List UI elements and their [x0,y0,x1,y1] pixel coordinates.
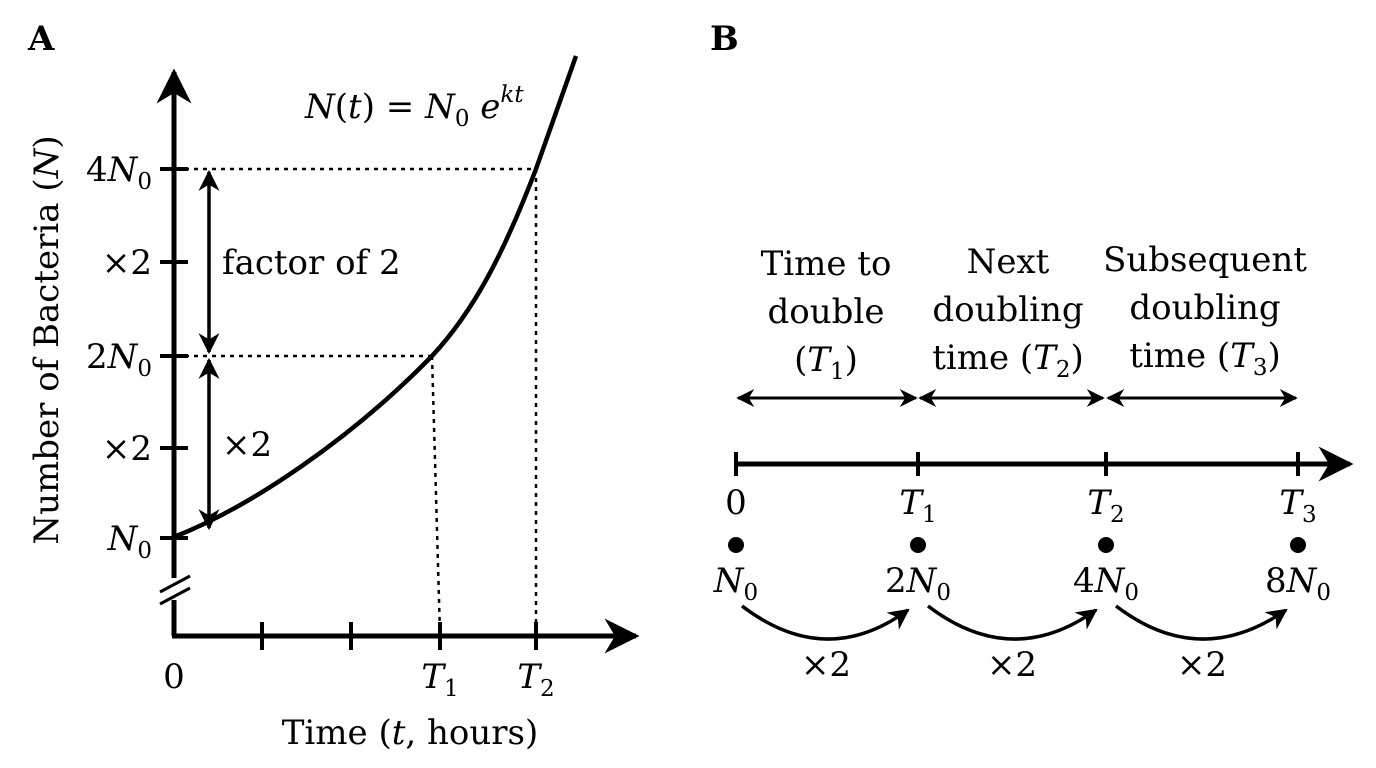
population-label-8n0: 8N0 [1265,561,1331,606]
population-label-2n0: 2N0 [885,561,951,606]
y-ticks [160,167,188,540]
multiplier-arrow-3 [1114,604,1288,641]
x-label-origin: 0 [163,657,185,697]
interval-heading-1: Time to double (T1) [761,244,892,385]
multiplier-label-3: ×2 [1177,645,1227,685]
population-dot-3 [1290,537,1306,553]
timeline-label-0: 0 [725,483,747,523]
axis-break-icon [159,574,191,606]
interval-3-line-1: Subsequent [1103,240,1307,280]
multiplier-arrow-1 [740,604,910,641]
x-label-t2: T2 [517,657,554,702]
panel-b-letter: B [710,19,739,59]
population-dot-2 [1098,537,1114,553]
population-label-n0: N0 [713,561,758,606]
guide-lines [176,167,538,635]
panel-b: B Time to double (T1) Next doubling time… [710,19,1354,685]
interval-1-line-2: double [768,292,885,332]
y-label-n0: N0 [107,519,152,564]
exponential-curve [173,55,579,540]
interval-1-line-1: Time to [761,244,892,284]
x-label-t1: T1 [421,657,458,702]
population-dot-0 [728,537,744,553]
timeline-label-t3: T3 [1279,483,1316,528]
population-label-4n0: 4N0 [1073,561,1139,606]
interval-3-line-2: doubling [1129,288,1280,328]
y-label-x2-lower: ×2 [102,429,152,469]
growth-equation: N(t) = N0 ekt [304,82,524,132]
x-axis-title: Time (t, hours) [282,713,539,753]
multiplier-arrow-2 [926,604,1098,641]
panel-a: A N0 ×2 2N0 ×2 4N0 [27,19,640,753]
multiplier-label-2: ×2 [987,645,1037,685]
guide-t1-vertical [430,355,442,635]
interval-2-line-3: time (T2) [932,338,1084,383]
timeline-label-t2: T2 [1087,483,1124,528]
bracket-lower-label: ×2 [222,425,272,465]
interval-heading-2: Next doubling time (T2) [932,242,1084,383]
timeline-label-t1: T1 [899,483,936,528]
panel-a-letter: A [27,19,55,59]
interval-2-line-1: Next [967,242,1050,282]
y-label-x2-upper: ×2 [102,243,152,283]
population-dot-1 [910,537,926,553]
y-axis-title: Number of Bacteria (N) [27,135,67,544]
y-label-2n0: 2N0 [86,337,152,382]
multiplier-label-1: ×2 [801,645,851,685]
bracket-upper-label: factor of 2 [222,243,401,283]
interval-2-line-2: doubling [932,290,1083,330]
y-label-4n0: 4N0 [86,150,152,195]
interval-1-line-3: (T1) [794,340,858,385]
interval-3-line-3: time (T3) [1129,336,1281,381]
interval-heading-3: Subsequent doubling time (T3) [1103,240,1307,381]
